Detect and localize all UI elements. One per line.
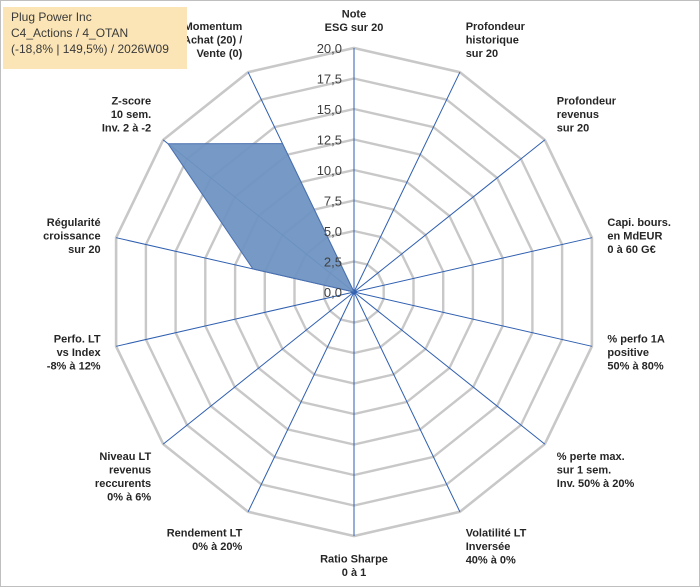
title-category: C4_Actions / 4_OTAN: [11, 26, 129, 40]
title-perf: (-18,8% | 149,5%) / 2026W09: [11, 42, 169, 56]
tick-label: 12,5: [317, 133, 342, 148]
axis-label: Rendement LT 0% à 20%: [167, 528, 243, 554]
spoke-line: [115, 291, 355, 347]
axis-label: Profondeur historique sur 20: [466, 21, 526, 60]
axis-label: Ratio Sharpe 0 à 1: [320, 554, 388, 580]
axis-label: Capi. bours. en MdEUR 0 à 60 G€: [607, 217, 671, 256]
spoke-line: [353, 71, 461, 293]
axis-label: % perte max. sur 1 sem. Inv. 50% à 20%: [557, 451, 635, 490]
spoke-line: [353, 291, 546, 445]
axis-label: % perfo 1A positive 50% à 80%: [607, 334, 665, 373]
title-company: Plug Power Inc: [11, 10, 92, 24]
tick-label: 10,0: [317, 163, 342, 178]
axis-label: Profondeur revenus sur 20: [557, 96, 617, 135]
tick-label: 20,0: [317, 41, 342, 56]
axis-label: Régularité croissance sur 20: [43, 217, 100, 256]
tick-label: 2,5: [324, 255, 342, 270]
axis-label: Perfo. LT vs Index -8% à 12%: [47, 334, 102, 373]
spoke-line: [353, 139, 546, 293]
axis-label-layer: Note ESG sur 20 Profondeur historique sur 20…: [43, 9, 671, 580]
spoke-line: [162, 291, 355, 445]
spoke-line: [353, 237, 593, 293]
tick-label: 7,5: [324, 194, 342, 209]
spoke-layer: [115, 48, 593, 536]
axis-label: Volatilité LT Inversée 40% à 0%: [466, 528, 527, 567]
axis-label: Note ESG sur 20: [325, 9, 384, 35]
tick-label: 0,0: [324, 285, 342, 300]
axis-label: Z-score 10 sem. Inv. 2 à -2: [102, 96, 151, 135]
axis-label: Niveau LT revenus reccurents 0% à 6%: [95, 451, 152, 504]
axis-label: Momentum Achat (20) / Vente (0): [183, 21, 243, 60]
spoke-line: [247, 291, 355, 513]
tick-label: 15,0: [317, 102, 342, 117]
series-layer: [167, 143, 355, 293]
tick-layer: 0,0 2,5 5,0 7,5 10,0 12,5 15,0 17,5 20,0: [317, 41, 342, 300]
title-box: Plug Power Inc C4_Actions / 4_OTAN (-18,…: [3, 7, 187, 69]
tick-label: 5,0: [324, 224, 342, 239]
spoke-line: [353, 291, 593, 347]
spoke-line: [353, 291, 461, 513]
tick-label: 17,5: [317, 72, 342, 87]
